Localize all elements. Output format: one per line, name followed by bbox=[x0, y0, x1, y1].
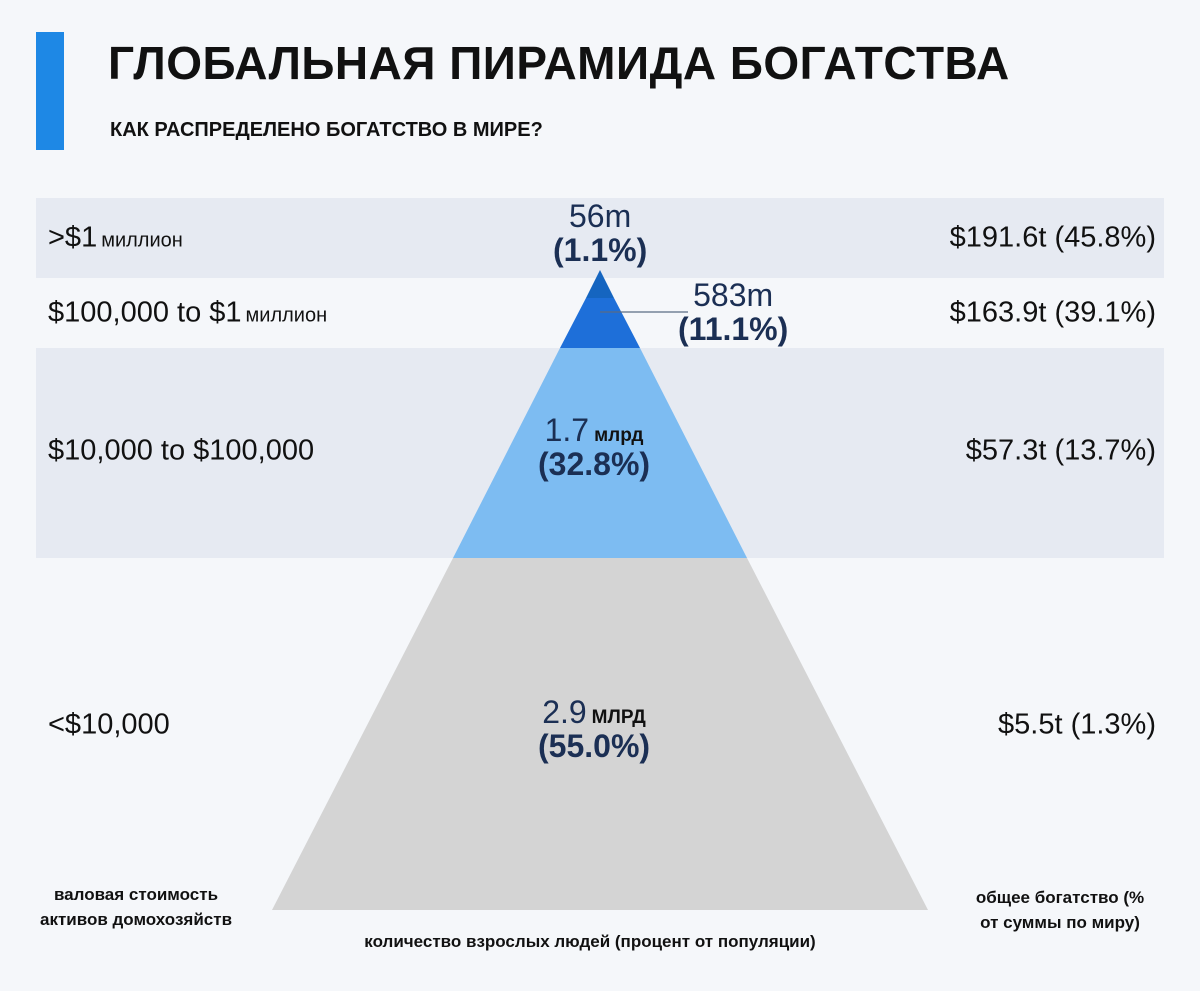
band-tier-1 bbox=[36, 198, 1164, 278]
adults-label-tier-4: 2.9 МЛРД (55.0%) bbox=[538, 694, 651, 764]
pyramid-tier-middle bbox=[453, 348, 747, 558]
accent-bar bbox=[36, 32, 64, 150]
bottom-axis-label: количество взрослых людей (процент от по… bbox=[364, 932, 816, 951]
pyramid-tier-upper bbox=[560, 298, 640, 348]
page-subtitle: КАК РАСПРЕДЕЛЕНО БОГАТСТВО В МИРЕ? bbox=[110, 119, 543, 141]
pyramid-tier-base bbox=[272, 558, 928, 910]
adults-label-tier-1: 56m (1.1%) bbox=[553, 198, 648, 268]
tier-label-1: >$1 миллион bbox=[48, 221, 183, 254]
adults-label-tier-2: 583m (11.1%) bbox=[678, 277, 789, 347]
tier-label-3: $10,000 to $100,000 bbox=[48, 434, 315, 467]
tier-label-2: $100,000 to $1 миллион bbox=[48, 296, 328, 329]
tier-wealth-1: $191.6t (45.8%) bbox=[949, 221, 1156, 254]
right-axis-label: общее богатство (% от суммы по миру) bbox=[975, 888, 1145, 932]
tier-wealth-3: $57.3t (13.7%) bbox=[965, 434, 1156, 467]
tier-label-4: <$10,000 bbox=[48, 708, 170, 741]
tier-wealth-4: $5.5t (1.3%) bbox=[998, 708, 1156, 741]
left-axis-label: валовая стоимость активов домохозяйств bbox=[39, 885, 233, 929]
page-title: ГЛОБАЛЬНАЯ ПИРАМИДА БОГАТСТВА bbox=[108, 37, 1010, 89]
adults-label-tier-3: 1.7 млрд (32.8%) bbox=[538, 412, 651, 482]
pyramid-tier-top bbox=[586, 270, 614, 298]
tier-wealth-2: $163.9t (39.1%) bbox=[949, 296, 1156, 329]
